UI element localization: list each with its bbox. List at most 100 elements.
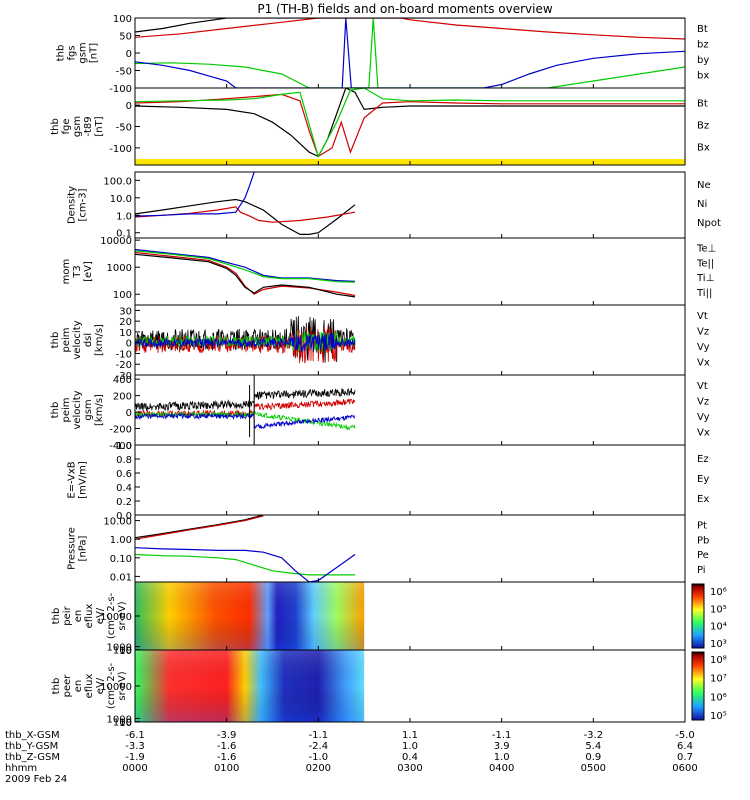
legend-Bx: Bx xyxy=(697,142,710,153)
legend-Bt: Bt xyxy=(697,98,708,109)
xaxis-value: -1.1 xyxy=(309,730,329,741)
y-axis-label: thb xyxy=(50,118,61,135)
y-axis-label: gsm xyxy=(72,116,83,137)
y-axis-label: gsm xyxy=(78,42,89,63)
xaxis-value: -2.4 xyxy=(309,741,329,752)
series-p1-Bt xyxy=(135,18,685,33)
panel-p1: 100 50 0 -50 -100 thb fgs gsm [nT] Bt bz by bx xyxy=(56,14,710,95)
y-axis-label: T3 xyxy=(72,265,83,278)
series-p2-Bx xyxy=(135,88,685,158)
legend-Ey: Ey xyxy=(697,474,709,485)
y-axis-label: [nT] xyxy=(89,43,100,63)
xaxis-row-label: thb_X-GSM xyxy=(5,730,60,741)
y-axis-label: [eV] xyxy=(83,261,94,282)
y-tick-label: 1000 xyxy=(107,714,132,725)
legend-Bt: Bt xyxy=(697,24,708,35)
legend-Te: Te|| xyxy=(696,258,714,269)
colorbar-p10 xyxy=(691,651,705,721)
y-axis-label: E=-VxB xyxy=(67,461,78,498)
y-tick-label: -10 xyxy=(116,349,132,360)
y-tick-label: 400 xyxy=(113,375,132,386)
series-p3-Ni xyxy=(135,198,356,235)
heatmap-shade-p9 xyxy=(135,582,365,650)
xaxis-value: -3.9 xyxy=(217,730,237,741)
y-axis-label: peim xyxy=(61,397,72,422)
xaxis-value: -1.6 xyxy=(217,752,237,763)
series-p3-Npot xyxy=(135,172,255,217)
colorbar-label: 10⁵ xyxy=(710,604,727,615)
y-tick-label: 0.8 xyxy=(116,455,132,466)
xaxis-value: 1.0 xyxy=(494,752,510,763)
xaxis-value: 0.9 xyxy=(585,752,601,763)
y-axis-label: thb xyxy=(50,332,61,349)
series-p8-Pi xyxy=(135,547,356,582)
y-axis-label: velocity xyxy=(72,390,83,429)
y-tick-label: -100 xyxy=(109,84,132,95)
xaxis-value: 0000 xyxy=(122,763,147,774)
series-p5-Vx xyxy=(135,332,356,353)
y-tick-label: 100 xyxy=(113,646,132,657)
y-tick-label: 0.01 xyxy=(110,572,132,583)
y-axis-label: dsl xyxy=(83,333,94,347)
series-p8-Pb xyxy=(135,515,264,540)
series-p5-Vy xyxy=(135,330,356,353)
xaxis-value: -1.9 xyxy=(125,752,145,763)
colorbar-label: 10⁵ xyxy=(710,711,727,722)
series-p1-bz xyxy=(135,18,685,40)
y-tick-label: 0 xyxy=(126,339,132,350)
xaxis-value: 0.7 xyxy=(677,752,693,763)
y-axis-label: peer xyxy=(62,674,73,698)
y-tick-label: 0 xyxy=(126,408,132,419)
y-axis-label: [mV/m] xyxy=(78,461,89,499)
legend-Ez: Ez xyxy=(697,454,709,465)
legend-bz: bz xyxy=(697,39,709,50)
panel-p7: 1.0 0.8 0.6 0.4 0.2 0.0 E=-VxB [mV/m] Ez Ey Ex xyxy=(67,441,710,522)
xaxis-value: -1.6 xyxy=(217,741,237,752)
xaxis-value: 5.4 xyxy=(585,741,601,752)
heatmap-shade-p10 xyxy=(135,650,365,722)
legend-Ex: Ex xyxy=(697,494,709,505)
colorbar-label: 10⁸ xyxy=(710,655,727,666)
y-axis-label: fge xyxy=(61,118,72,134)
legend-Ne: Ne xyxy=(697,180,711,191)
y-tick-label: 10.00 xyxy=(103,517,132,528)
legend-Bz: Bz xyxy=(697,120,709,131)
y-axis-label: [km/s] xyxy=(94,394,105,426)
y-tick-label: 10.0 xyxy=(110,194,132,205)
series-p4-Ti xyxy=(135,248,356,282)
panel-p4: 10000 1000 100 mom T3 [eV] Te⊥ Te|| Ti⊥ Ti|| xyxy=(61,236,716,306)
y-tick-label: -200 xyxy=(109,425,132,436)
y-tick-label: 0.0 xyxy=(116,511,132,522)
xaxis-value: 0500 xyxy=(581,763,606,774)
xaxis-value: 0300 xyxy=(397,763,422,774)
y-tick-label: 1.0 xyxy=(116,211,132,222)
legend-Pe: Pe xyxy=(697,550,709,561)
legend-Npot: Npot xyxy=(697,218,721,229)
y-axis-label: peim xyxy=(61,327,72,352)
series-p4-Te xyxy=(135,251,356,297)
y-tick-label: -400 xyxy=(109,441,132,452)
xaxis-value: 0200 xyxy=(306,763,331,774)
y-axis-label: en xyxy=(73,610,84,623)
legend-Vx: Vx xyxy=(697,428,710,439)
legend-Pt: Pt xyxy=(697,520,707,531)
legend-Te: Te⊥ xyxy=(696,243,716,254)
y-axis-label: (cm^2-s- xyxy=(106,592,117,639)
colorbar-label: 10⁶ xyxy=(710,587,727,598)
y-tick-label: 10000 xyxy=(100,236,132,247)
y-axis-label: eV/ xyxy=(95,607,106,624)
panel-p2: 0 -50 -100 thb fge gsm -t89 [nT] Bt Bz Bx xyxy=(50,87,710,166)
y-axis-label: peir xyxy=(62,605,73,625)
y-axis-label: [km/s] xyxy=(94,324,105,356)
y-axis-label: eV/ xyxy=(95,677,106,694)
xaxis-row-label: thb_Z-GSM xyxy=(5,752,60,763)
series-p8-Pt xyxy=(135,515,264,539)
y-tick-label: 0.6 xyxy=(116,469,132,480)
colorbar-p9 xyxy=(691,583,705,649)
panel-frame xyxy=(134,304,686,376)
panel-frame xyxy=(134,374,686,446)
y-tick-label: 0.1 xyxy=(116,229,132,240)
y-tick-label: 0.10 xyxy=(110,554,132,565)
